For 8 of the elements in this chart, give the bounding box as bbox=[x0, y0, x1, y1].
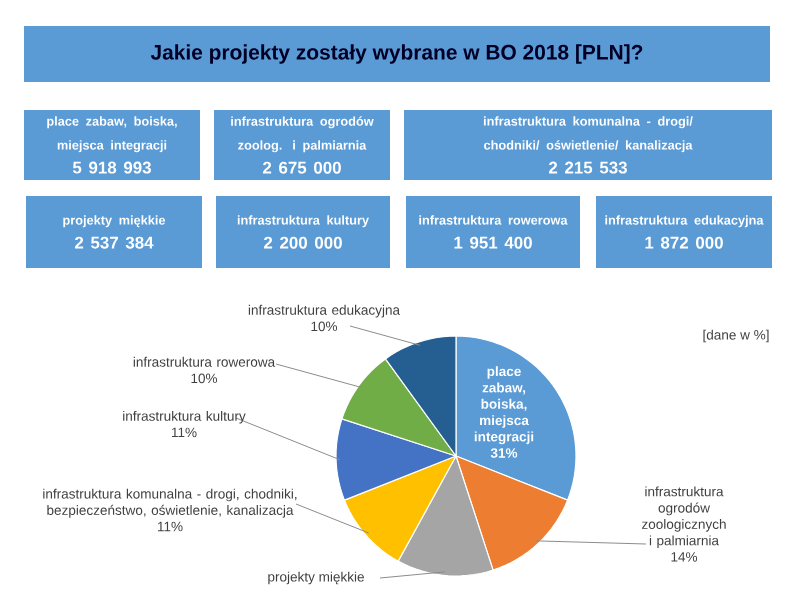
text: 5 918 993 bbox=[72, 161, 151, 174]
text: 1 872 000 bbox=[645, 236, 723, 249]
text: 2 537 384 bbox=[74, 236, 154, 249]
text: 1 951 400 bbox=[454, 236, 532, 249]
text: 2 215 533 bbox=[548, 161, 627, 174]
text: 2 200 000 bbox=[263, 236, 342, 249]
text: 2 675 000 bbox=[262, 161, 341, 174]
text: Jakie projekty zostały wybrane w BO 2018 [PLN]? bbox=[150, 44, 643, 64]
